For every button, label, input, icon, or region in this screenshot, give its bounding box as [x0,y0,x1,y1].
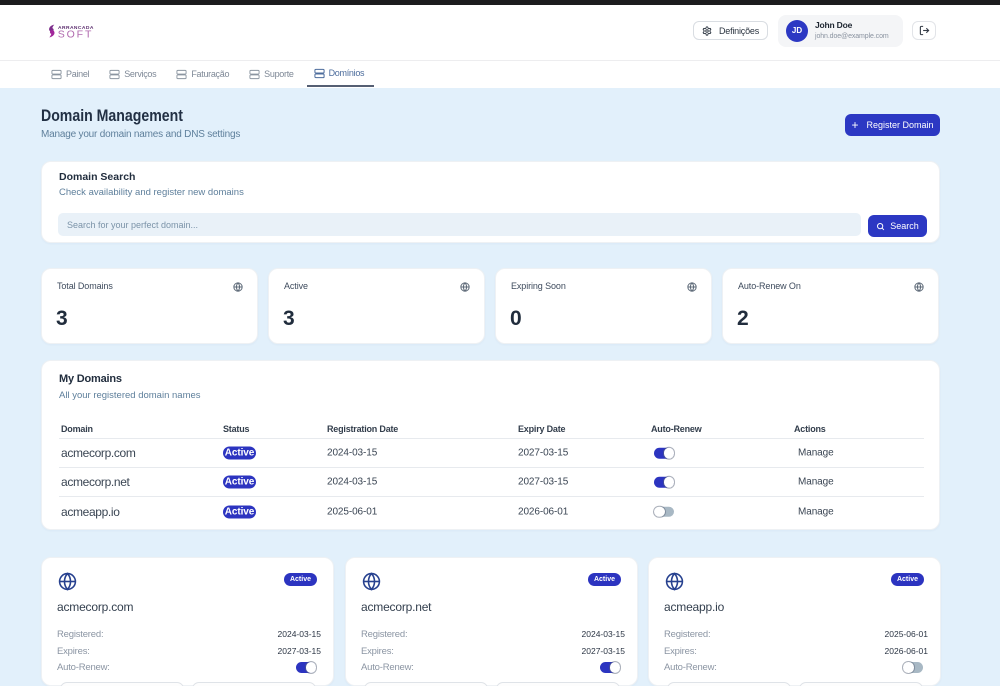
svg-text:SOFT: SOFT [58,29,94,41]
svg-text:ARRANCADA: ARRANCADA [58,25,94,31]
